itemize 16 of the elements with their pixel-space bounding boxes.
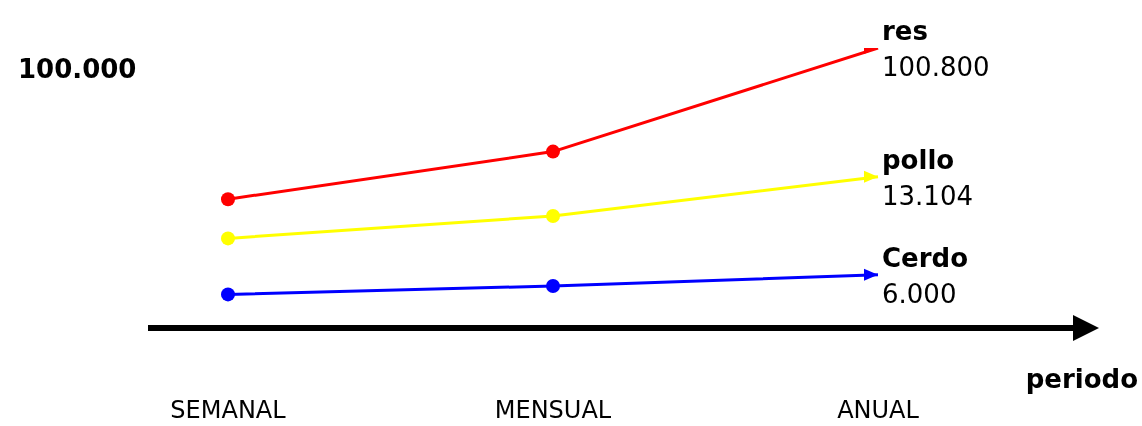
point [221, 192, 235, 207]
point [221, 231, 235, 246]
x-tick-label: SEMANAL [170, 396, 287, 425]
point [864, 268, 878, 281]
series-label: Cerdo [882, 242, 969, 273]
point [221, 287, 235, 302]
annotation: 13.104 [882, 180, 973, 211]
series-label: res [882, 16, 928, 46]
series-label: pollo [882, 144, 955, 175]
point [864, 170, 878, 183]
x-tick-label: MENSUAL [494, 396, 612, 425]
text: 100.000 [18, 54, 137, 84]
annotation: 100.800 [882, 52, 990, 82]
annotation: 6.000 [882, 278, 957, 309]
x-tick-label: ANUAL [837, 396, 920, 425]
x-axis-title: periodo [1025, 364, 1138, 394]
